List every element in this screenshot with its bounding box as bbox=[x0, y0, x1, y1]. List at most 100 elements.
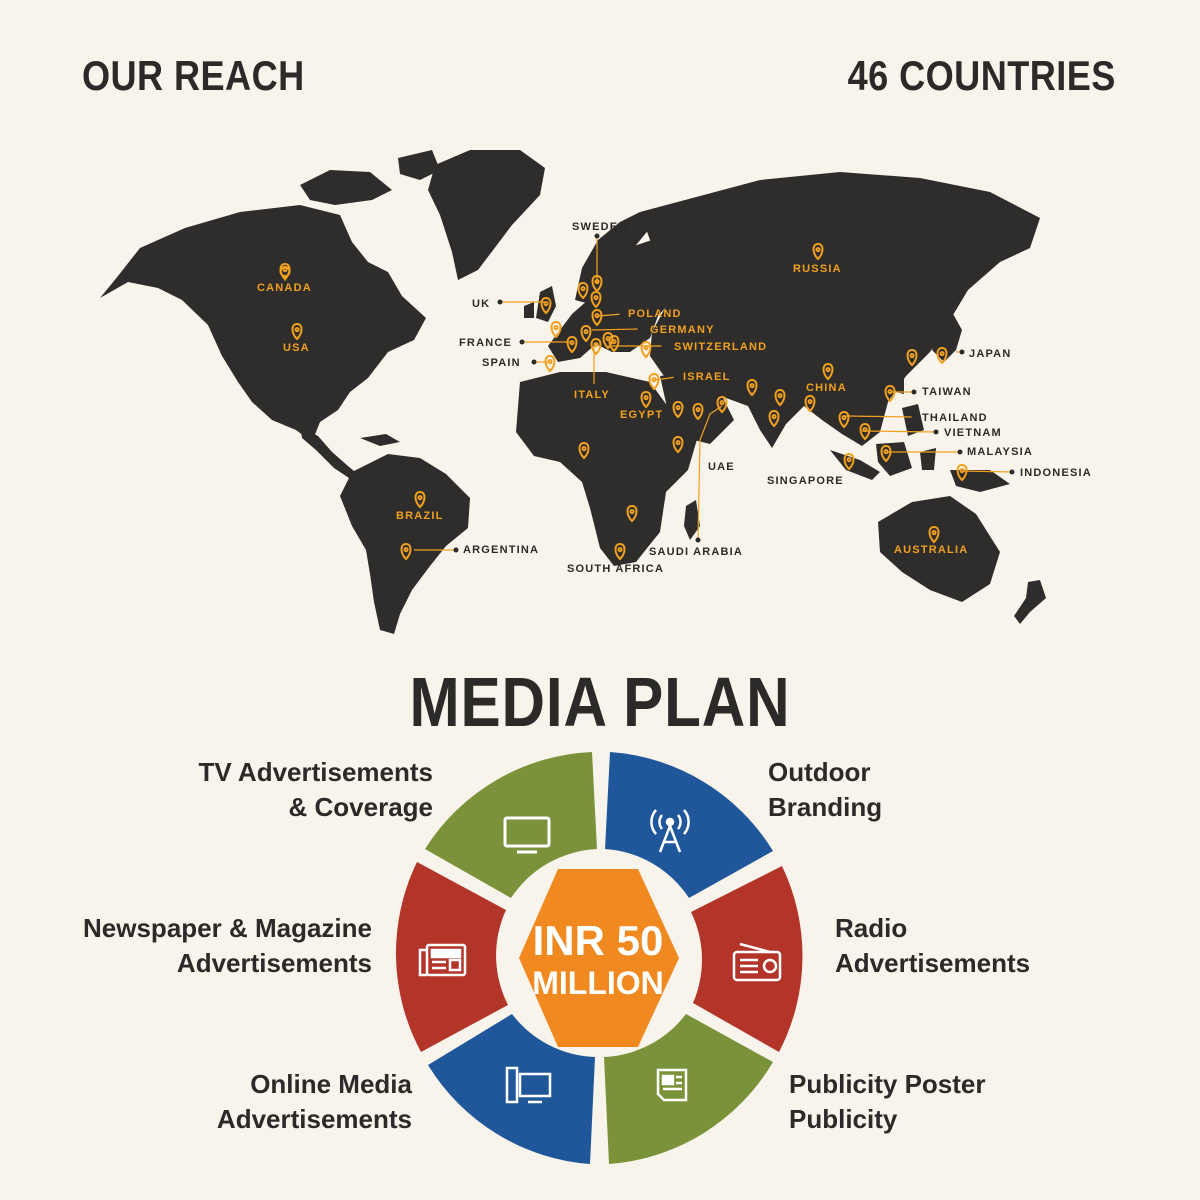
radio-line2: Advertisements bbox=[835, 948, 1031, 978]
map-pin-icon bbox=[768, 409, 780, 428]
newspaper-line2: Advertisements bbox=[176, 948, 372, 978]
segment-online bbox=[428, 1014, 595, 1164]
map-pin-icon bbox=[648, 372, 660, 391]
map-pin-icon bbox=[590, 337, 602, 356]
map-pin-icon bbox=[843, 452, 855, 471]
map-pin-icon bbox=[884, 384, 896, 403]
media-plan-wheel: INR 50 MILLION bbox=[395, 752, 803, 1164]
map-pin-icon bbox=[578, 441, 590, 460]
map-pin-icon bbox=[291, 322, 303, 341]
center-unit: MILLION bbox=[532, 965, 664, 1001]
label-sweden: SWEDEN bbox=[572, 221, 627, 233]
label-italy: ITALY bbox=[574, 389, 610, 401]
poster-icon bbox=[656, 1068, 688, 1102]
label-indonesia: INDONESIA bbox=[1020, 467, 1092, 479]
tv-advertisements-label: TV Advertisements & Coverage bbox=[198, 755, 433, 825]
online-media-label: Online Media Advertisements bbox=[217, 1067, 412, 1137]
online-line1: Online Media bbox=[250, 1069, 412, 1099]
label-switzerland: SWITZERLAND bbox=[674, 341, 767, 353]
countries-count: 46 COUNTRIES bbox=[847, 52, 1116, 99]
outdoor-line2: Branding bbox=[768, 792, 883, 822]
tv-icon bbox=[503, 816, 551, 854]
label-vietnam: VIETNAM bbox=[944, 427, 1002, 439]
country-labels: CANADA USA BRAZIL ARGENTINA SWEDEN UK PO… bbox=[257, 221, 1092, 575]
publicity-poster-label: Publicity Poster Publicity bbox=[789, 1067, 986, 1137]
map-pin-icon bbox=[822, 362, 834, 381]
map-pin-icon bbox=[414, 490, 426, 509]
label-saudi-arabia: SAUDI ARABIA bbox=[649, 546, 743, 558]
country-pins bbox=[279, 242, 968, 561]
label-singapore: SINGAPORE bbox=[767, 475, 844, 487]
center-hexagon bbox=[519, 869, 679, 1047]
label-egypt: EGYPT bbox=[620, 409, 663, 421]
leader-dots bbox=[453, 233, 1015, 553]
radio-icon bbox=[732, 942, 782, 982]
map-pin-icon bbox=[591, 308, 603, 327]
radio-line1: Radio bbox=[835, 913, 908, 943]
map-pin-icon bbox=[590, 290, 602, 309]
map-pin-icon bbox=[692, 402, 704, 421]
label-australia: AUSTRALIA bbox=[894, 544, 968, 556]
map-pin-icon bbox=[672, 400, 684, 419]
label-argentina: ARGENTINA bbox=[463, 544, 539, 556]
label-usa: USA bbox=[283, 342, 310, 354]
map-pin-icon bbox=[544, 354, 556, 373]
map-pin-icon bbox=[640, 340, 652, 359]
label-japan: JAPAN bbox=[969, 348, 1011, 360]
label-south-africa: SOUTH AFRICA bbox=[567, 563, 664, 575]
label-thailand: THAILAND bbox=[922, 412, 988, 424]
label-canada: CANADA bbox=[257, 282, 312, 294]
newspaper-magazine-label: Newspaper & Magazine Advertisements bbox=[83, 911, 372, 981]
map-pin-icon bbox=[566, 335, 578, 354]
our-reach-title: OUR REACH bbox=[82, 52, 305, 99]
map-pin-icon bbox=[936, 346, 948, 365]
map-pin-icon bbox=[626, 504, 638, 523]
outdoor-branding-label: Outdoor Branding bbox=[768, 755, 882, 825]
map-pin-icon bbox=[956, 463, 968, 482]
leader-lines bbox=[414, 236, 1013, 551]
radio-advertisements-label: Radio Advertisements bbox=[835, 911, 1030, 981]
segment-poster bbox=[604, 1014, 773, 1164]
label-brazil: BRAZIL bbox=[396, 510, 444, 522]
label-taiwan: TAIWAN bbox=[922, 386, 972, 398]
tv-line2: & Coverage bbox=[288, 792, 434, 822]
media-plan-title: MEDIA PLAN bbox=[409, 663, 791, 741]
map-pin-icon bbox=[640, 390, 652, 409]
label-spain: SPAIN bbox=[482, 357, 521, 369]
landmass bbox=[100, 150, 1046, 634]
label-uk: UK bbox=[472, 298, 490, 310]
label-israel: ISRAEL bbox=[683, 371, 731, 383]
newspaper-line1: Newspaper & Magazine bbox=[83, 913, 372, 943]
map-pin-icon bbox=[577, 281, 589, 300]
map-pin-icon bbox=[550, 320, 562, 339]
map-pin-icon bbox=[716, 395, 728, 414]
map-pin-icon bbox=[400, 542, 412, 561]
label-malaysia: MALAYSIA bbox=[967, 446, 1033, 458]
segment-tv bbox=[425, 752, 597, 898]
computer-icon bbox=[505, 1066, 552, 1104]
label-uae: UAE bbox=[708, 461, 735, 473]
map-pin-icon bbox=[746, 378, 758, 397]
label-germany: GERMANY bbox=[650, 324, 715, 336]
map-pin-icon bbox=[614, 542, 626, 561]
outdoor-line1: Outdoor bbox=[768, 757, 871, 787]
map-pin-icon bbox=[928, 525, 940, 544]
label-china: CHINA bbox=[806, 382, 847, 394]
tv-line1: TV Advertisements bbox=[198, 757, 433, 787]
map-pin-icon bbox=[906, 348, 918, 367]
map-pin-icon bbox=[804, 394, 816, 413]
label-poland: POLAND bbox=[628, 308, 682, 320]
antenna-icon bbox=[650, 809, 690, 853]
center-amount: INR 50 bbox=[533, 917, 664, 964]
online-line2: Advertisements bbox=[216, 1104, 412, 1134]
map-pin-icon bbox=[774, 388, 786, 407]
map-pin-icon bbox=[880, 444, 892, 463]
poster-line2: Publicity bbox=[789, 1104, 898, 1134]
world-map: CANADA USA BRAZIL ARGENTINA SWEDEN UK PO… bbox=[100, 150, 1092, 634]
map-pin-icon bbox=[580, 324, 592, 343]
map-pin-icon bbox=[279, 262, 291, 281]
label-russia: RUSSIA bbox=[793, 263, 842, 275]
poster-line1: Publicity Poster bbox=[789, 1069, 986, 1099]
label-france: FRANCE bbox=[459, 337, 512, 349]
map-pin-icon bbox=[608, 334, 620, 353]
